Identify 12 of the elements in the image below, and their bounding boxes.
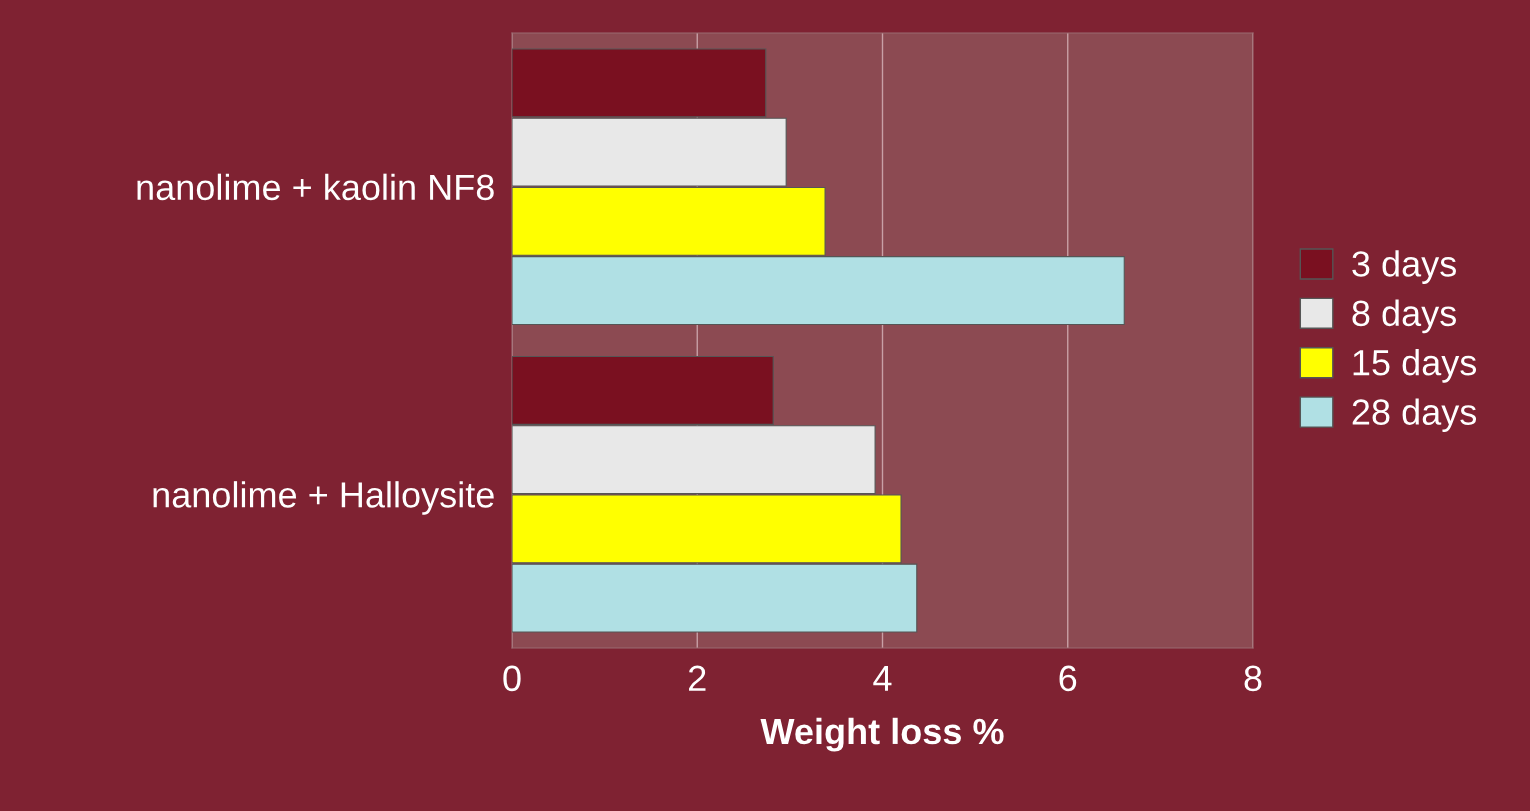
x-tick-label: 4: [873, 665, 892, 691]
x-tick-label: 0: [503, 665, 521, 692]
legend-label: 28 days: [1352, 398, 1477, 433]
x-tick-label: 2: [689, 665, 706, 691]
legend-label: 8 days: [1352, 299, 1456, 334]
x-axis-title: Weight loss %: [760, 717, 1004, 752]
x-tick-label: 8: [1244, 665, 1262, 692]
y-tick-label: nanolime + Halloysite: [153, 481, 494, 515]
y-tick-label: nanolime + kaolin NF8: [137, 173, 494, 201]
legend-label: 3 days: [1352, 250, 1456, 284]
x-tick-label: 6: [1059, 665, 1077, 692]
legend-label: 15 days: [1353, 349, 1477, 383]
